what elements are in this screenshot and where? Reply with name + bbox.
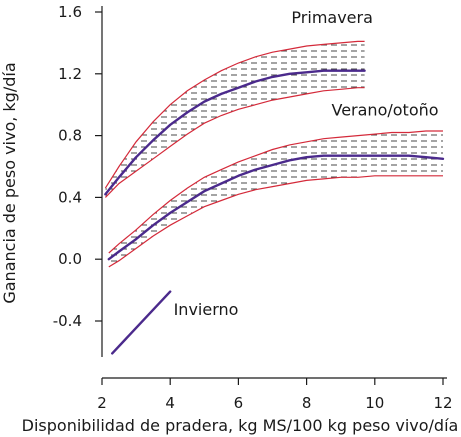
x-tick-label: 2	[97, 394, 107, 412]
lower-bound-primavera	[104, 87, 365, 198]
y-tick-label: 1.6	[58, 3, 82, 21]
confidence-bands	[105, 41, 444, 267]
y-tick-label: 0.4	[58, 188, 82, 206]
x-tick-label: 12	[433, 394, 452, 412]
y-axis-label: Ganancia de peso vivo, kg/día	[0, 62, 19, 303]
y-tick-label: 0.0	[58, 250, 82, 268]
annotation-verano-otono: Verano/otoño	[332, 101, 439, 120]
upper-bound-verano-otono	[108, 130, 443, 254]
y-tick-label: -0.4	[53, 312, 82, 330]
upper-bound-primavera	[104, 40, 365, 189]
annotation-invierno: Invierno	[174, 300, 239, 319]
line-invierno	[110, 290, 172, 355]
band-primavera	[105, 41, 365, 198]
line-verano-otono	[107, 154, 445, 261]
x-axis-label: Disponibilidad de pradera, kg MS/100 kg …	[22, 416, 459, 435]
confidence-bounds	[104, 40, 443, 268]
y-ticks: 1.6 1.2 0.8 0.4 0.0 -0.4	[53, 3, 102, 330]
mean-lines	[104, 69, 445, 355]
band-verano-otono	[108, 131, 444, 267]
annotation-primavera: Primavera	[291, 8, 372, 27]
series-annotations: Primavera Verano/otoño Invierno	[174, 8, 439, 319]
y-tick-label: 1.2	[58, 65, 82, 83]
x-ticks: 2 4 6 8 10 12	[97, 378, 453, 412]
line-primavera	[104, 69, 366, 196]
x-tick-label: 10	[365, 394, 384, 412]
lower-bound-verano-otono	[108, 175, 443, 268]
x-tick-label: 6	[234, 394, 244, 412]
x-tick-label: 8	[302, 394, 312, 412]
axes	[101, 6, 447, 379]
x-tick-label: 4	[165, 394, 175, 412]
y-tick-label: 0.8	[58, 127, 82, 145]
